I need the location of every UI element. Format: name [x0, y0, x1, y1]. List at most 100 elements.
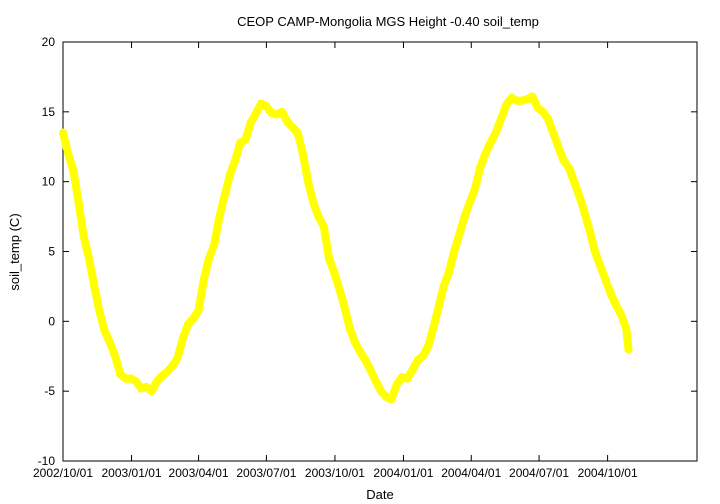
data-point: [168, 362, 177, 370]
data-point: [105, 338, 114, 347]
data-point: [199, 275, 208, 284]
data-point: [194, 306, 203, 315]
series-layer: [59, 92, 633, 404]
data-point: [429, 324, 438, 333]
data-point: [241, 135, 250, 144]
data-point: [147, 387, 156, 396]
data-point: [210, 240, 219, 249]
data-point: [314, 212, 323, 221]
x-tick-label: 2003/04/01: [169, 466, 229, 480]
data-point: [335, 285, 344, 294]
data-point: [377, 387, 386, 396]
data-point: [590, 247, 599, 256]
x-tick-label: 2002/10/01: [33, 466, 93, 480]
data-point: [403, 374, 412, 383]
data-point: [491, 128, 500, 137]
x-tick-label: 2004/04/01: [441, 466, 501, 480]
y-tick-label: 10: [42, 175, 56, 189]
data-point: [189, 314, 198, 323]
x-tick-label: 2004/01/01: [373, 466, 433, 480]
data-point: [418, 352, 427, 361]
data-point: [570, 177, 579, 186]
data-point: [564, 163, 573, 172]
data-point: [111, 352, 120, 361]
data-point: [439, 282, 448, 291]
data-point: [163, 367, 172, 376]
data-point: [444, 268, 453, 277]
data-point: [340, 303, 349, 312]
data-point: [95, 307, 104, 316]
data-point: [184, 320, 193, 329]
data-point: [549, 128, 558, 137]
data-point: [544, 114, 552, 123]
y-tick-label: 15: [42, 105, 56, 119]
x-axis-title: Date: [366, 487, 393, 502]
data-point: [262, 102, 271, 111]
data-point: [293, 128, 302, 137]
series-line-soil_temp: [59, 92, 633, 404]
data-point: [611, 300, 620, 309]
data-point: [319, 222, 328, 231]
y-axis: -10 -5 0 5 10 15 20: [38, 35, 697, 468]
data-point: [481, 149, 490, 158]
y-tick-label: -10: [38, 454, 56, 468]
x-tick-label: 2003/01/01: [102, 466, 162, 480]
data-point: [528, 92, 537, 101]
data-point: [330, 268, 339, 277]
data-point: [538, 107, 547, 116]
data-point: [351, 338, 359, 347]
data-point: [132, 377, 140, 386]
y-tick-label: 20: [42, 35, 56, 49]
data-point: [434, 303, 443, 312]
data-point: [283, 117, 292, 126]
data-point: [173, 353, 182, 362]
data-point: [246, 119, 255, 127]
data-point: [309, 198, 318, 207]
x-axis: 2002/10/01 2003/01/01 2003/04/01 2003/07/01…: [33, 42, 638, 480]
data-point: [64, 149, 73, 158]
data-point: [100, 327, 109, 336]
data-point: [225, 170, 234, 179]
data-point: [624, 345, 633, 354]
chart-title: CEOP CAMP-Mongolia MGS Height -0.40 soil…: [237, 14, 539, 29]
data-point: [450, 247, 459, 256]
data-point: [298, 149, 307, 158]
data-point: [601, 275, 610, 284]
data-point: [392, 380, 401, 389]
data-point: [476, 163, 485, 172]
data-point: [585, 226, 594, 235]
data-point: [371, 377, 380, 386]
data-point: [497, 114, 506, 123]
data-point: [79, 233, 88, 242]
data-point: [502, 100, 511, 109]
data-point: [617, 310, 625, 319]
data-point: [69, 166, 78, 175]
data-point: [622, 324, 631, 333]
data-point: [90, 282, 99, 291]
data-point: [345, 324, 354, 333]
data-point: [471, 184, 479, 193]
data-point: [252, 109, 260, 118]
data-point: [366, 366, 375, 375]
data-point: [152, 377, 161, 386]
data-point: [178, 334, 187, 343]
data-point: [387, 395, 396, 404]
data-point: [74, 198, 83, 207]
data-point: [59, 128, 67, 137]
y-axis-title: soil_temp (C): [7, 213, 22, 290]
data-point: [408, 366, 417, 375]
plot-frame: [62, 41, 698, 462]
data-point: [606, 289, 615, 298]
data-point: [554, 142, 563, 151]
y-tick-label: 0: [48, 314, 55, 328]
data-point: [575, 191, 584, 200]
x-tick-label: 2004/07/01: [509, 466, 569, 480]
data-point: [580, 208, 589, 217]
data-point: [361, 356, 370, 365]
data-point: [325, 254, 333, 263]
data-point: [220, 191, 229, 200]
data-point: [288, 123, 297, 132]
data-point: [596, 261, 605, 270]
data-point: [559, 156, 568, 165]
